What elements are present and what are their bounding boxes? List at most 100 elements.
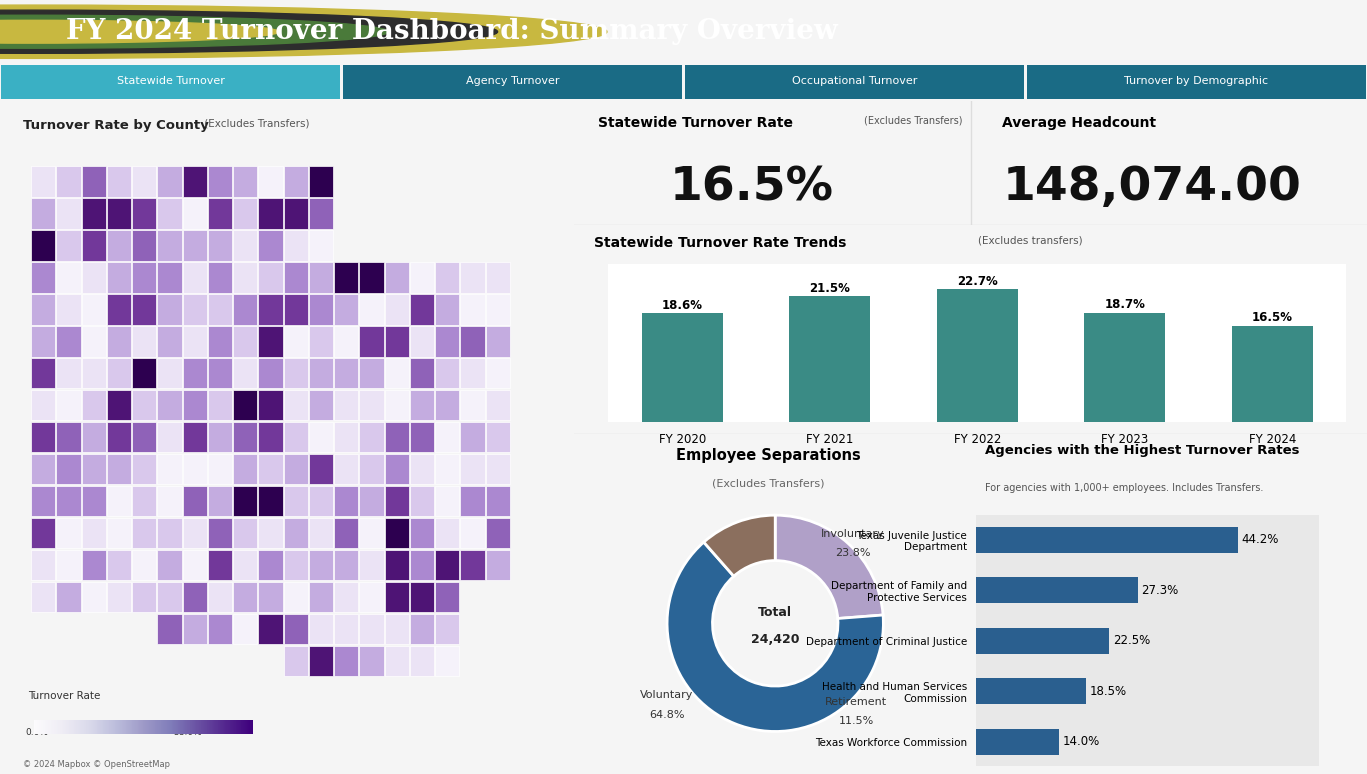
Bar	[283, 230, 308, 261]
FancyBboxPatch shape	[1027, 65, 1366, 99]
Bar	[283, 422, 308, 453]
Bar	[435, 518, 459, 549]
Bar	[461, 262, 485, 293]
Text: 14.0%: 14.0%	[1062, 735, 1100, 748]
Bar	[461, 486, 485, 516]
Text: 18.6%: 18.6%	[662, 299, 703, 312]
Bar	[208, 326, 232, 357]
Text: Average Headcount: Average Headcount	[1002, 115, 1156, 129]
Bar	[334, 646, 358, 676]
Bar	[56, 582, 81, 612]
Bar	[157, 166, 182, 197]
Bar	[183, 198, 206, 228]
Bar	[82, 422, 105, 453]
Bar	[384, 518, 409, 549]
Bar	[31, 166, 56, 197]
Text: 18.5%: 18.5%	[1089, 685, 1126, 697]
Text: © 2024 Mapbox © OpenStreetMap: © 2024 Mapbox © OpenStreetMap	[23, 759, 170, 769]
Bar	[334, 486, 358, 516]
Bar	[410, 614, 435, 645]
Bar	[461, 454, 485, 485]
Bar	[309, 422, 334, 453]
Bar	[157, 326, 182, 357]
Bar	[208, 454, 232, 485]
Bar	[208, 582, 232, 612]
Bar	[309, 614, 334, 645]
Text: 58.0%: 58.0%	[174, 728, 202, 737]
Bar	[283, 294, 308, 324]
Bar	[435, 358, 459, 389]
Text: Involuntary: Involuntary	[822, 529, 884, 539]
Bar	[461, 550, 485, 580]
Bar	[283, 454, 308, 485]
Bar	[258, 550, 283, 580]
Bar	[234, 230, 257, 261]
Bar	[485, 422, 510, 453]
Bar	[309, 454, 334, 485]
Bar	[56, 326, 81, 357]
Bar	[258, 262, 283, 293]
Bar	[107, 294, 131, 324]
Text: 0.0%: 0.0%	[26, 728, 49, 737]
Bar	[56, 422, 81, 453]
Bar	[309, 582, 334, 612]
Bar	[133, 230, 156, 261]
Bar	[360, 390, 384, 420]
Bar	[82, 262, 105, 293]
Bar	[283, 550, 308, 580]
Bar	[485, 326, 510, 357]
Bar	[410, 294, 435, 324]
Bar	[976, 577, 1137, 604]
FancyBboxPatch shape	[685, 65, 1024, 99]
Bar	[384, 294, 409, 324]
Bar	[309, 326, 334, 357]
Bar	[309, 518, 334, 549]
Bar	[485, 390, 510, 420]
Bar	[183, 294, 206, 324]
Bar	[157, 550, 182, 580]
Bar	[31, 550, 56, 580]
Bar	[461, 390, 485, 420]
Wedge shape	[775, 515, 883, 618]
Bar	[107, 198, 131, 228]
Bar	[485, 454, 510, 485]
Bar	[183, 454, 206, 485]
FancyBboxPatch shape	[1, 65, 340, 99]
Bar	[82, 198, 105, 228]
Bar	[107, 486, 131, 516]
Text: Statewide Turnover Rate Trends: Statewide Turnover Rate Trends	[593, 235, 846, 250]
Text: Statewide Turnover: Statewide Turnover	[118, 77, 224, 86]
Bar	[283, 390, 308, 420]
Bar	[360, 454, 384, 485]
Bar	[384, 326, 409, 357]
Bar	[334, 422, 358, 453]
Bar	[258, 614, 283, 645]
Bar	[384, 646, 409, 676]
Bar	[31, 358, 56, 389]
Bar	[258, 518, 283, 549]
Bar	[410, 262, 435, 293]
Bar	[384, 390, 409, 420]
Bar	[435, 582, 459, 612]
Bar	[157, 358, 182, 389]
Bar	[258, 166, 283, 197]
Bar	[360, 422, 384, 453]
Bar	[82, 390, 105, 420]
Bar	[485, 262, 510, 293]
Bar	[485, 294, 510, 324]
Bar	[82, 518, 105, 549]
Circle shape	[0, 5, 607, 58]
Bar	[435, 454, 459, 485]
Bar	[283, 486, 308, 516]
Text: Voluntary: Voluntary	[640, 690, 694, 700]
Bar	[410, 550, 435, 580]
Bar	[334, 582, 358, 612]
Text: Turnover by Demographic: Turnover by Demographic	[1124, 77, 1269, 86]
Bar	[82, 230, 105, 261]
Bar	[384, 422, 409, 453]
Bar	[435, 550, 459, 580]
FancyBboxPatch shape	[343, 65, 682, 99]
Bar	[384, 486, 409, 516]
Bar	[384, 358, 409, 389]
Text: (Excludes Transfers): (Excludes Transfers)	[201, 118, 310, 128]
